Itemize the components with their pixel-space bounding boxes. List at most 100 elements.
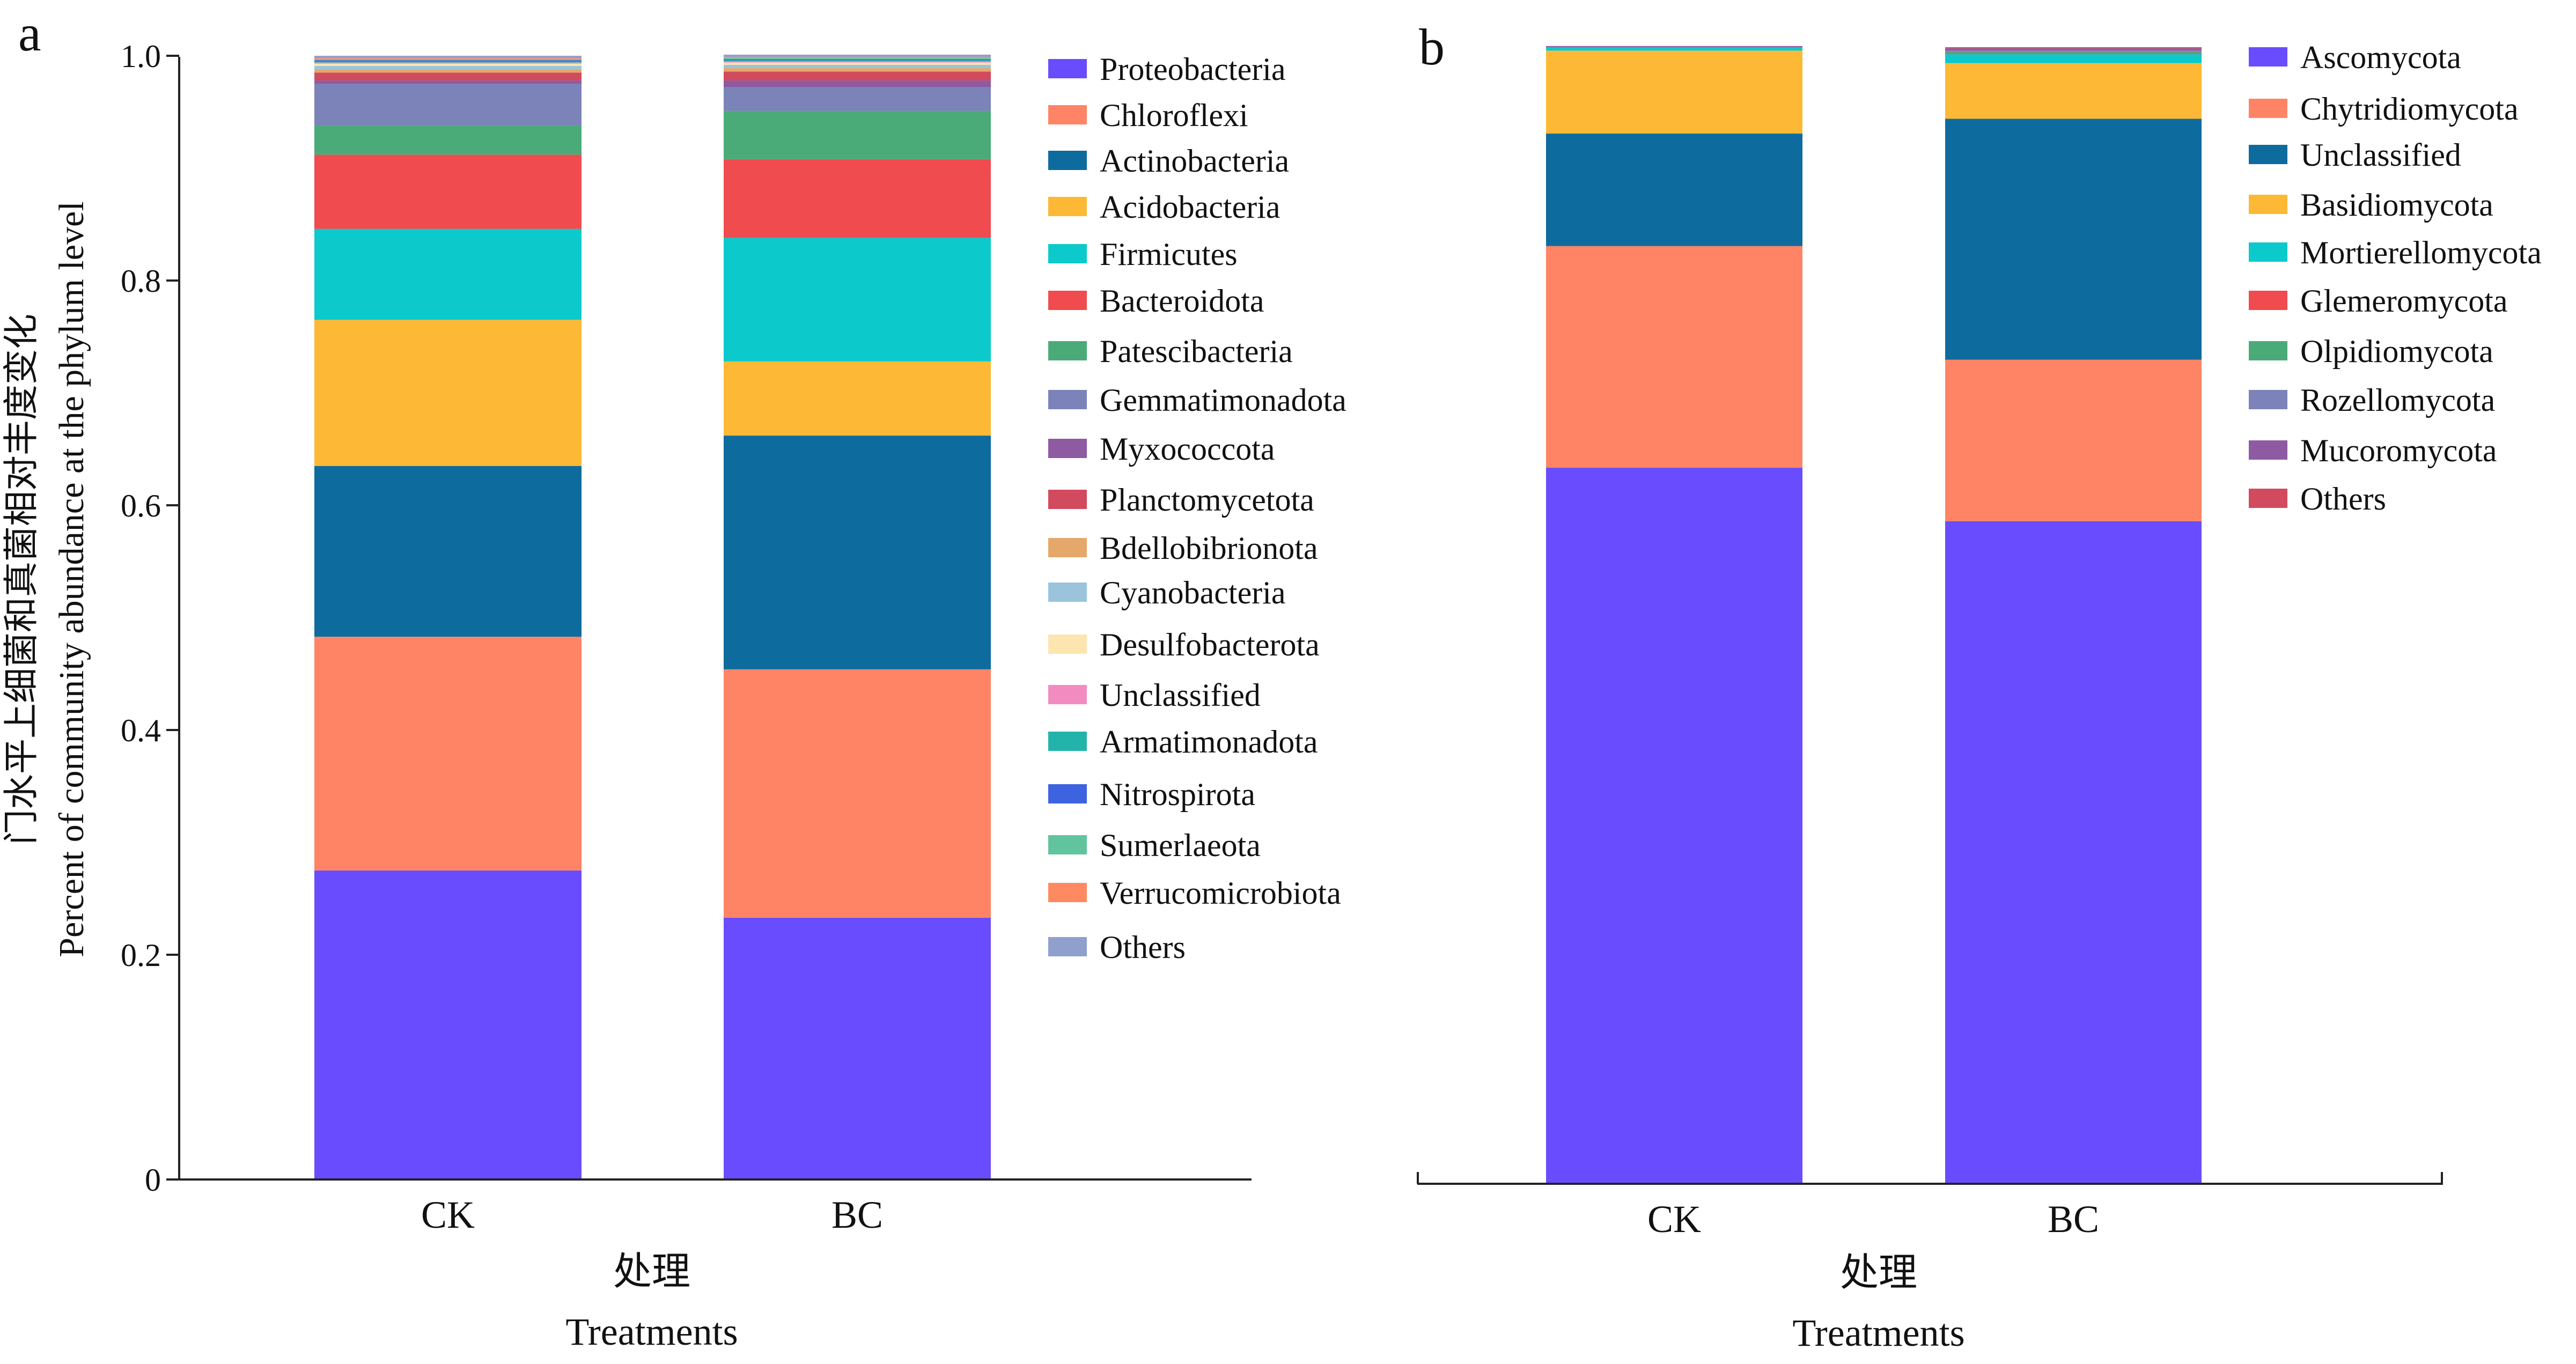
legend-label-a: Verrucomicrobiota [1100, 875, 1341, 911]
y-axis-title-en: Percent of community abundance at the ph… [52, 201, 91, 957]
bar-segment-b [1945, 51, 2202, 53]
legend-label-b: Others [2300, 481, 2386, 517]
legend-label-b: Olpidiomycota [2300, 334, 2493, 369]
bar-segment-a [724, 159, 991, 238]
bar-segment-b [1945, 359, 2202, 521]
bar-segment-a [314, 72, 582, 81]
bar-segment-a [314, 154, 582, 229]
bar-segment-b [1546, 47, 1802, 51]
bar-segment-b [1546, 246, 1802, 468]
y-tick-label-a: 0.2 [121, 938, 161, 973]
panel-a: a 0 0.2 0.4 0.6 0.8 1.0 CK BC 处理 Treatments Pr… [18, 4, 1346, 1353]
bar-segment-b [1945, 63, 2202, 119]
legend-swatch-a [1048, 244, 1087, 263]
legend-swatch-a [1048, 151, 1087, 170]
x-axis-title-en-a: Treatments [565, 1310, 738, 1353]
bar-segment-a [724, 361, 991, 436]
bar-segment-a [314, 60, 582, 62]
legend-label-a: Nitrospirota [1100, 777, 1255, 812]
bar-segment-b [1546, 46, 1802, 47]
bar-segment-a [314, 125, 582, 155]
legend-swatch-a [1048, 105, 1087, 124]
bar-segment-b [1945, 48, 2202, 51]
legend-swatch-b [2249, 242, 2287, 262]
bar-segment-b [1945, 521, 2202, 1184]
bar-segment-a [314, 80, 582, 84]
legend-swatch-a [1048, 341, 1087, 360]
legend-label-a: Planctomycetota [1100, 482, 1314, 518]
legend-swatch-a [1048, 883, 1087, 902]
legend-swatch-b [2249, 195, 2287, 214]
legend-swatch-a [1048, 197, 1087, 216]
legend-swatch-a [1048, 538, 1087, 557]
bar-segment-a [314, 61, 582, 63]
legend-label-b: Basidiomycota [2300, 187, 2493, 223]
y-axis-title: 门水平上细菌和真菌相对丰度变化 Percent of community abu… [2, 201, 91, 957]
bar-segment-a [724, 110, 991, 159]
x-axis-title-cn-b: 处理 [1840, 1251, 1917, 1294]
bars-b [1546, 46, 2202, 1184]
x-tick-label-a: BC [831, 1193, 883, 1236]
bar-segment-b [1945, 53, 2202, 54]
legend-label-b: Unclassified [2300, 137, 2461, 173]
legend-swatch-a [1048, 685, 1087, 704]
legend-label-b: Ascomycota [2300, 40, 2461, 75]
x-tick-label-b: BC [2048, 1198, 2099, 1241]
legend-a: Proteobacteria Chloroflexi Actinobacteria A… [1048, 51, 1346, 965]
x-axis-title-cn-a: 处理 [613, 1250, 690, 1293]
legend-swatch-b [2249, 390, 2287, 409]
legend-swatch-a [1048, 937, 1087, 956]
legend-label-b: Chytridiomycota [2300, 91, 2519, 127]
x-tick-label-b: CK [1647, 1198, 1701, 1241]
y-tick-label-a: 1.0 [121, 39, 161, 74]
y-tick-label-a: 0.8 [121, 263, 161, 299]
bar-segment-a [724, 80, 991, 87]
bar-segment-a [724, 59, 991, 61]
legend-b: Ascomycota Chytridiomycota Unclassified Bas… [2249, 40, 2542, 517]
y-tick-label-a: 0 [145, 1162, 161, 1198]
legend-swatch-a [1048, 490, 1087, 509]
bar-segment-a [314, 69, 582, 73]
bar-segment-a [314, 58, 582, 60]
legend-swatch-b [2249, 440, 2287, 460]
legend-label-a: Cyanobacteria [1100, 575, 1286, 610]
bar-segment-b [1546, 468, 1802, 1184]
bar-segment-a [724, 54, 991, 57]
legend-label-a: Armatimonadota [1100, 724, 1318, 760]
legend-label-a: Unclassified [1100, 677, 1261, 713]
legend-label-a: Proteobacteria [1100, 51, 1286, 87]
bar-segment-a [314, 65, 582, 70]
bars-a [314, 54, 991, 1179]
panel-b: b CK BC 处理 Treatments Ascomycota Chytridio… [1417, 18, 2542, 1354]
y-axis-title-cn: 门水平上细菌和真菌相对丰度变化 [2, 314, 41, 845]
bar-segment-a [314, 59, 582, 61]
bar-segment-a [724, 62, 991, 65]
bar-segment-a [724, 71, 991, 81]
bar-segment-a [314, 637, 582, 871]
legend-label-a: Chloroflexi [1100, 98, 1248, 133]
x-tick-label-a: CK [421, 1193, 475, 1236]
legend-label-b: Glemeromycota [2300, 283, 2508, 319]
legend-label-a: Myxococcota [1100, 431, 1275, 467]
bar-segment-a [724, 87, 991, 111]
bar-segment-a [314, 870, 582, 1179]
bar-segment-a [724, 669, 991, 918]
legend-label-a: Bdellobibrionota [1100, 530, 1318, 566]
bar-segment-a [314, 56, 582, 58]
legend-label-b: Rozellomycota [2300, 382, 2495, 418]
bar-segment-a [724, 238, 991, 362]
bar-segment-a [724, 64, 991, 69]
bar-segment-b [1945, 119, 2202, 360]
bar-segment-a [724, 58, 991, 60]
bar-segment-b [1546, 50, 1802, 134]
bar-segment-a [314, 84, 582, 126]
legend-label-a: Actinobacteria [1100, 143, 1289, 179]
legend-swatch-a [1048, 291, 1087, 310]
bar-segment-a [724, 57, 991, 58]
legend-swatch-a [1048, 439, 1087, 458]
panel-label-a: a [18, 4, 41, 62]
legend-swatch-a [1048, 835, 1087, 854]
x-tick-labels-b: CK BC [1647, 1198, 2099, 1241]
x-axis-title-en-b: Treatments [1792, 1311, 1964, 1354]
